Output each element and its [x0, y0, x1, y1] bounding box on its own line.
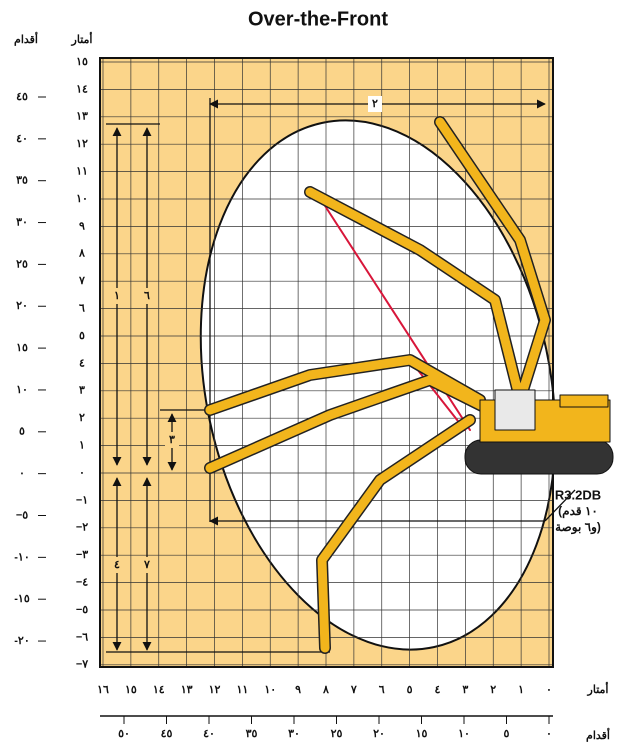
y-meter-label: ٠ [79, 467, 85, 479]
y-meter-label: ٢ [79, 412, 85, 424]
y-meter-label: −١ [76, 494, 88, 506]
y-feet-label: ٠ [19, 468, 25, 480]
x-meter-label: ٧ [350, 684, 357, 696]
x-meter-label: ١٢ [209, 684, 221, 696]
x-meter-label: ٤ [435, 684, 441, 696]
x-feet-label: ٣٥ [246, 728, 258, 740]
dimension-label: ٧ [143, 559, 150, 571]
x-feet-label: ٢٠ [373, 728, 385, 740]
x-meter-label: ١٦ [97, 684, 109, 696]
y-feet-label: ١٥ [16, 342, 28, 354]
y-feet-label: -٢٠ [14, 635, 30, 647]
y-feet-label: -١٠ [14, 551, 30, 563]
y-feet-label: -١٥ [14, 593, 30, 605]
x-meter-label: ١ [518, 684, 524, 696]
x-feet-label: ٤٥ [161, 728, 173, 740]
x-meters-header: أمتار [587, 682, 609, 696]
y-meter-label: −٣ [76, 549, 88, 561]
dimension-label: ٤ [114, 559, 120, 571]
x-meter-label: ١١ [236, 684, 248, 696]
attachment-length: و٦ بوصة) [555, 520, 601, 535]
y-feet-label: −٥ [16, 509, 28, 521]
y-meter-label: ١٢ [76, 138, 88, 150]
y-meter-label: ١١ [76, 166, 88, 178]
x-feet-label: ٥٠ [118, 728, 130, 740]
x-meter-label: ١٤ [153, 684, 165, 696]
dimension-label-bg [140, 288, 154, 304]
x-feet-label: ٠ [546, 728, 552, 740]
y-meter-label: −٧ [76, 659, 88, 671]
y-meter-label: −٥ [76, 604, 88, 616]
x-meter-label: ٠ [546, 684, 552, 696]
y-feet-label: ١٠ [16, 384, 28, 396]
dimension-label: ٣ [169, 434, 175, 446]
dimension-label: ٦ [144, 290, 150, 302]
y-feet-label: ٢٥ [16, 258, 28, 270]
y-meter-label: −٦ [76, 631, 88, 643]
x-meter-label: ٣ [462, 684, 468, 696]
dimension-label-bg [165, 432, 179, 448]
x-feet-label: ٣٠ [288, 728, 300, 740]
x-meter-label: ٨ [322, 684, 329, 696]
y-meter-label: ٩ [79, 220, 85, 232]
dimension-label-bg [110, 288, 124, 304]
y-meter-label: ١ [79, 440, 85, 452]
x-meter-label: ٥ [407, 684, 413, 696]
x-meter-label: ١٠ [264, 684, 276, 696]
x-meter-label: ٢ [490, 684, 496, 696]
x-feet-header: أقدام [586, 728, 610, 742]
x-feet-label: ٤٠ [203, 728, 215, 740]
dimension-label-bg [368, 96, 382, 112]
y-meter-label: ٨ [78, 248, 85, 260]
attachment-name: R3.2DB [555, 487, 601, 502]
x-meter-label: ١٣ [181, 684, 193, 696]
x-feet-label: ٥ [504, 728, 510, 740]
y-meter-label: ١٤ [76, 83, 88, 95]
y-meter-label: −٤ [76, 577, 88, 589]
x-feet-label: ٢٥ [331, 728, 343, 740]
dimension-label: ١ [114, 290, 120, 302]
dimension-label: ٢ [372, 98, 378, 110]
y-feet-label: ٥ [19, 426, 25, 438]
y-feet-label: ٣٠ [16, 216, 28, 228]
y-meter-label: ٧ [78, 275, 85, 287]
x-feet-label: ١٠ [458, 728, 470, 740]
y-meter-label: ٣ [79, 385, 85, 397]
dimension-label-bg [140, 557, 154, 573]
attachment-length: (١٠ قدم [558, 504, 598, 519]
x-meter-label: ١٥ [125, 684, 137, 696]
y-feet-header: أقدام [14, 32, 38, 46]
y-feet-label: ٣٥ [16, 175, 28, 187]
y-meters-header: أمتار [71, 32, 93, 46]
y-meter-label: ١٥ [76, 56, 88, 68]
y-meter-label: ١٣ [76, 111, 88, 123]
y-meter-label: ٤ [79, 357, 85, 369]
y-meter-label: ٦ [79, 303, 85, 315]
y-feet-label: ٤٠ [16, 133, 28, 145]
y-meter-label: ١٠ [76, 193, 88, 205]
x-meter-label: ٩ [295, 684, 301, 696]
y-meter-label: −٢ [76, 522, 88, 534]
x-feet-label: ١٥ [416, 728, 428, 740]
y-feet-label: ٤٥ [16, 91, 28, 103]
grid-border [99, 57, 554, 668]
title: Over-the-Front [248, 8, 388, 30]
y-feet-label: ٢٠ [16, 300, 28, 312]
excavator [204, 116, 614, 654]
x-meter-label: ٦ [379, 684, 385, 696]
y-meter-label: ٥ [79, 330, 85, 342]
dimension-label-bg [110, 557, 124, 573]
